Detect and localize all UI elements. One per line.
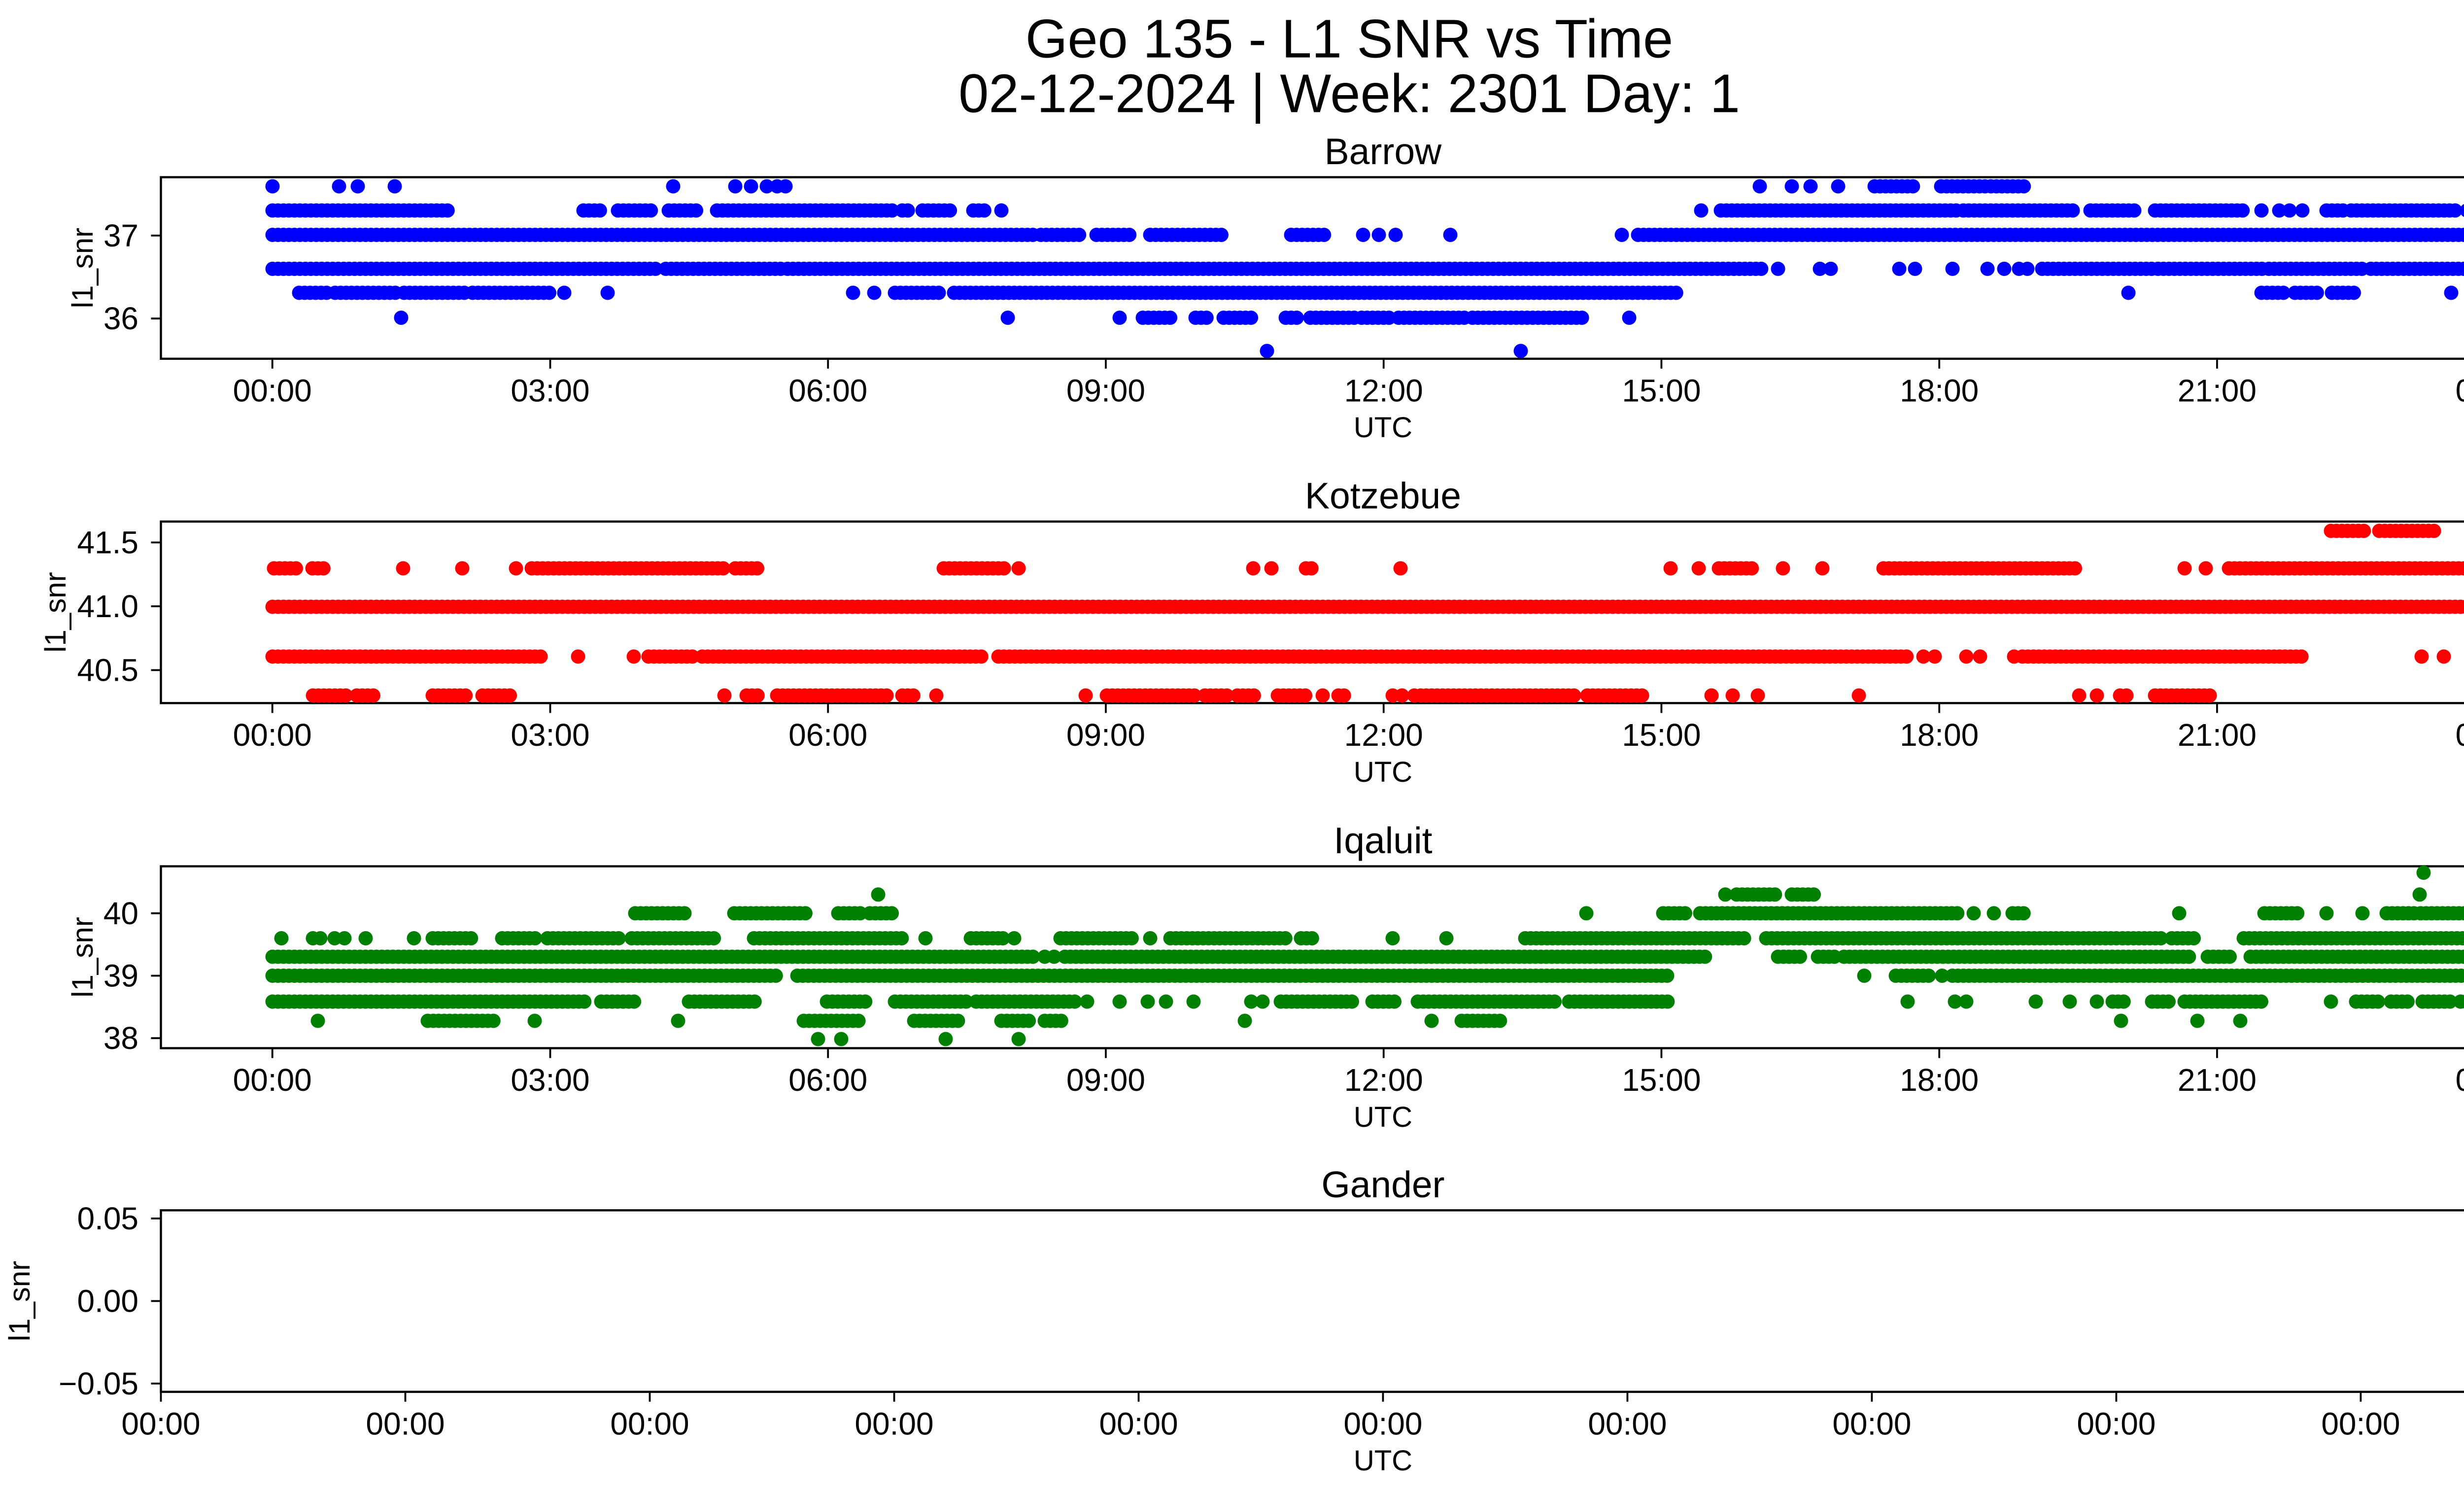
svg-text:00:00: 00:00 <box>1343 1406 1422 1441</box>
svg-text:09:00: 09:00 <box>1066 717 1145 753</box>
svg-text:38: 38 <box>103 1020 138 1056</box>
svg-text:00:00: 00:00 <box>2456 1062 2464 1098</box>
svg-text:00:00: 00:00 <box>366 1406 445 1441</box>
svg-text:03:00: 03:00 <box>511 373 589 409</box>
svg-text:39: 39 <box>103 958 138 994</box>
svg-text:l1_snr: l1_snr <box>39 572 72 652</box>
svg-text:00:00: 00:00 <box>121 1406 200 1441</box>
svg-text:Gander: Gander <box>1321 1164 1444 1205</box>
svg-text:00:00: 00:00 <box>1099 1406 1178 1441</box>
svg-text:41.5: 41.5 <box>77 525 138 560</box>
svg-text:00:00: 00:00 <box>233 373 312 409</box>
svg-text:0.05: 0.05 <box>77 1201 138 1236</box>
svg-text:00:00: 00:00 <box>2456 373 2464 409</box>
svg-text:00:00: 00:00 <box>1832 1406 1911 1441</box>
svg-text:l1_snr: l1_snr <box>3 1261 36 1341</box>
svg-text:00:00: 00:00 <box>1588 1406 1667 1441</box>
svg-text:Barrow: Barrow <box>1325 131 1442 172</box>
svg-text:00:00: 00:00 <box>855 1406 933 1441</box>
svg-text:00:00: 00:00 <box>2321 1406 2400 1441</box>
svg-text:15:00: 15:00 <box>1622 1062 1701 1098</box>
svg-text:12:00: 12:00 <box>1344 1062 1423 1098</box>
svg-text:UTC: UTC <box>1354 1101 1412 1133</box>
svg-text:−0.05: −0.05 <box>59 1366 138 1401</box>
svg-text:03:00: 03:00 <box>511 717 589 753</box>
svg-text:l1_snr: l1_snr <box>66 228 99 308</box>
svg-text:00:00: 00:00 <box>233 1062 312 1098</box>
svg-text:18:00: 18:00 <box>1900 373 1979 409</box>
svg-text:00:00: 00:00 <box>610 1406 689 1441</box>
svg-text:00:00: 00:00 <box>2077 1406 2156 1441</box>
svg-text:Kotzebue: Kotzebue <box>1305 475 1461 517</box>
svg-text:00:00: 00:00 <box>2456 717 2464 753</box>
svg-text:40.5: 40.5 <box>77 653 138 688</box>
svg-text:15:00: 15:00 <box>1622 373 1701 409</box>
svg-text:21:00: 21:00 <box>2178 1062 2257 1098</box>
svg-text:37: 37 <box>103 218 138 253</box>
svg-text:UTC: UTC <box>1354 1445 1412 1477</box>
svg-text:l1_snr: l1_snr <box>66 917 99 997</box>
svg-text:12:00: 12:00 <box>1344 373 1423 409</box>
svg-text:09:00: 09:00 <box>1066 1062 1145 1098</box>
svg-text:21:00: 21:00 <box>2178 717 2257 753</box>
svg-text:03:00: 03:00 <box>511 1062 589 1098</box>
svg-text:36: 36 <box>103 301 138 336</box>
svg-text:Iqaluit: Iqaluit <box>1334 820 1432 861</box>
svg-text:00:00: 00:00 <box>233 717 312 753</box>
svg-text:06:00: 06:00 <box>788 717 867 753</box>
svg-text:18:00: 18:00 <box>1900 717 1979 753</box>
svg-text:41.0: 41.0 <box>77 589 138 624</box>
svg-text:21:00: 21:00 <box>2178 373 2257 409</box>
svg-text:06:00: 06:00 <box>788 1062 867 1098</box>
svg-text:UTC: UTC <box>1354 412 1412 444</box>
svg-text:18:00: 18:00 <box>1900 1062 1979 1098</box>
svg-text:12:00: 12:00 <box>1344 717 1423 753</box>
svg-text:09:00: 09:00 <box>1066 373 1145 409</box>
svg-text:40: 40 <box>103 896 138 931</box>
svg-text:15:00: 15:00 <box>1622 717 1701 753</box>
svg-text:UTC: UTC <box>1354 756 1412 788</box>
svg-text:0.00: 0.00 <box>77 1284 138 1319</box>
svg-text:Geo 135 - L1 SNR vs Time: Geo 135 - L1 SNR vs Time <box>1026 9 1673 70</box>
svg-text:02-12-2024 | Week: 2301 Day: 1: 02-12-2024 | Week: 2301 Day: 1 <box>958 63 1740 124</box>
svg-text:06:00: 06:00 <box>788 373 867 409</box>
